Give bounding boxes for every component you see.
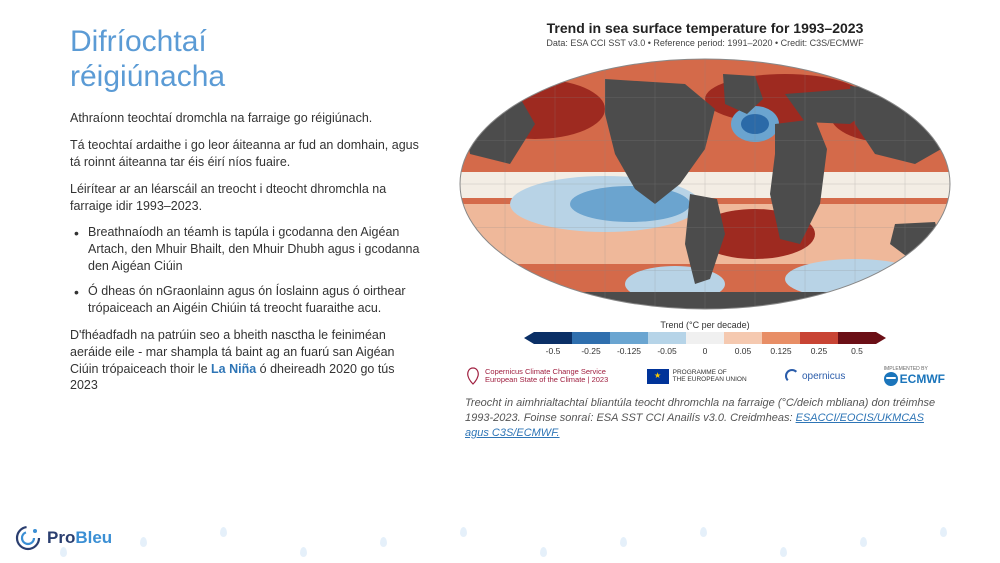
bullet-2: Ó dheas ón nGraonlainn agus ón Íoslainn …	[70, 283, 420, 317]
legend-tick: 0	[686, 346, 724, 356]
copernicus-logo: opernicus	[785, 369, 845, 383]
legend-swatch	[838, 332, 876, 344]
legend-arrow-left	[524, 332, 534, 344]
chart-subtitle: Data: ESA CCI SST v3.0 • Reference perio…	[440, 38, 970, 48]
title-line-2: réigiúnacha	[70, 60, 225, 93]
paragraph-3: Léirítear ar an léarscáil an treocht i d…	[70, 181, 420, 215]
copernicus-text: opernicus	[802, 371, 845, 382]
c3s-text: Copernicus Climate Change ServiceEuropea…	[485, 368, 608, 385]
droplet-icon	[700, 527, 707, 537]
droplet-icon	[460, 527, 467, 537]
paragraph-2: Tá teochtaí ardaithe i go leor áiteanna …	[70, 137, 420, 171]
droplet-icon	[220, 527, 227, 537]
world-sst-trend-map	[455, 54, 955, 314]
problue-text: ProBleu	[47, 528, 112, 548]
body-text-column: Athraíonn teochtaí dromchla na farraige …	[70, 110, 420, 404]
legend-swatch	[686, 332, 724, 344]
legend-swatch	[572, 332, 610, 344]
droplet-icon	[860, 537, 867, 547]
copernicus-swoosh-icon	[785, 369, 799, 383]
paragraph-4: D'fhéadfadh na patrúin seo a bheith nasc…	[70, 327, 420, 395]
droplet-icon	[780, 547, 787, 557]
legend-tick: -0.5	[534, 346, 572, 356]
eu-programme-logo: PROGRAMME OFTHE EUROPEAN UNION	[647, 369, 747, 384]
legend-tick: 0.25	[800, 346, 838, 356]
eu-text: PROGRAMME OFTHE EUROPEAN UNION	[673, 369, 747, 383]
droplet-icon	[380, 537, 387, 547]
ecmwf-text: ECMWF	[900, 372, 945, 386]
legend-arrow-right	[876, 332, 886, 344]
legend-swatch	[724, 332, 762, 344]
decorative-droplets	[0, 513, 1000, 563]
legend-tick: -0.25	[572, 346, 610, 356]
problue-logo: ProBleu	[15, 525, 112, 551]
legend-swatch	[762, 332, 800, 344]
figure-caption: Treocht in aimhrialtachtaí bliantúla teo…	[465, 396, 945, 441]
colorbar-legend: Trend (°C per decade) -0.5-0.25-0.125-0.…	[455, 320, 955, 356]
legend-tick: -0.125	[610, 346, 648, 356]
legend-tick-labels: -0.5-0.25-0.125-0.0500.050.1250.250.5	[455, 346, 955, 356]
paragraph-1: Athraíonn teochtaí dromchla na farraige …	[70, 110, 420, 127]
legend-swatch	[534, 332, 572, 344]
legend-tick: 0.05	[724, 346, 762, 356]
droplet-icon	[140, 537, 147, 547]
droplet-icon	[620, 537, 627, 547]
legend-swatch	[648, 332, 686, 344]
legend-title: Trend (°C per decade)	[455, 320, 955, 330]
title-line-1: Difríochtaí	[70, 25, 207, 58]
problue-swirl-icon	[15, 525, 41, 551]
legend-tick: 0.125	[762, 346, 800, 356]
legend-tick: 0.5	[838, 346, 876, 356]
slide-title: Difríochtaí réigiúnacha	[70, 25, 225, 94]
bullet-1: Breathnaíodh an téamh is tapúla i gcodan…	[70, 224, 420, 275]
attribution-logos: Copernicus Climate Change ServiceEuropea…	[455, 366, 955, 386]
droplet-icon	[940, 527, 947, 537]
chart-title: Trend in sea surface temperature for 199…	[440, 20, 970, 36]
ecmwf-logo: IMPLEMENTED BY ECMWF	[884, 366, 945, 386]
la-nina-link[interactable]: La Niña	[211, 362, 256, 376]
eu-flag-icon	[647, 369, 669, 384]
legend-bar	[455, 332, 955, 344]
droplet-icon	[300, 547, 307, 557]
legend-swatch	[610, 332, 648, 344]
c3s-swirl-icon	[465, 366, 481, 386]
figure-column: Trend in sea surface temperature for 199…	[440, 20, 970, 441]
ecmwf-globe-icon	[884, 372, 898, 386]
droplet-icon	[540, 547, 547, 557]
slide: Difríochtaí réigiúnacha Athraíonn teocht…	[0, 0, 1000, 563]
legend-swatch	[800, 332, 838, 344]
bullet-list: Breathnaíodh an téamh is tapúla i gcodan…	[70, 224, 420, 316]
c3s-logo: Copernicus Climate Change ServiceEuropea…	[465, 366, 608, 386]
legend-tick: -0.05	[648, 346, 686, 356]
